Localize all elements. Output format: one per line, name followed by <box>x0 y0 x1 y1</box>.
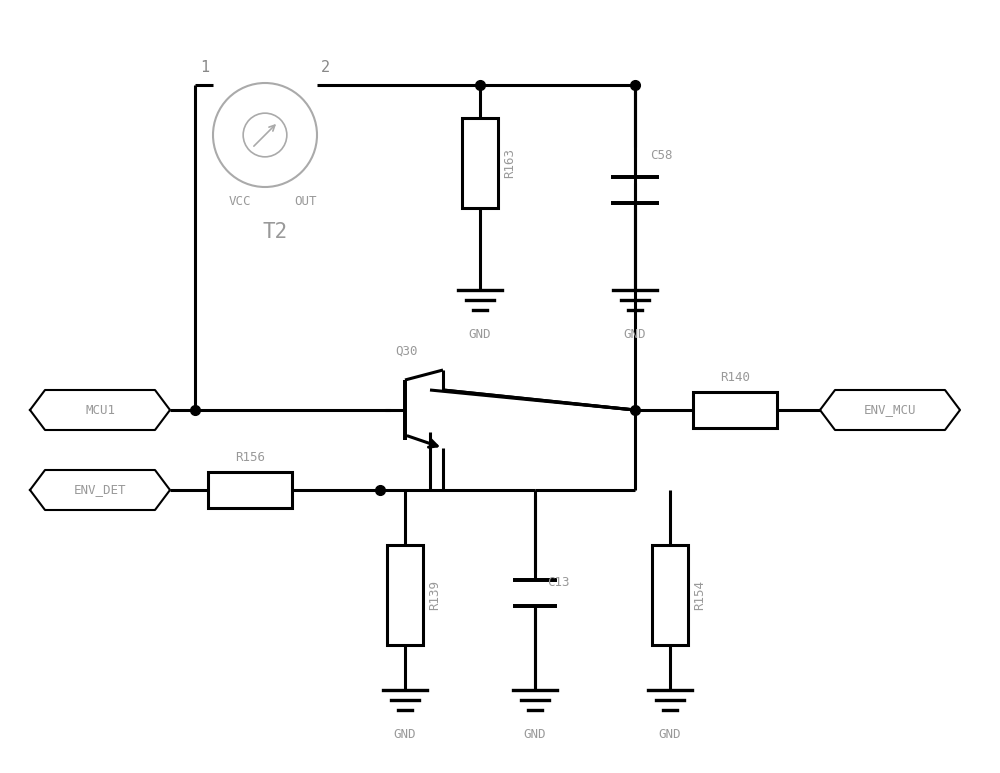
Bar <box>693 392 777 428</box>
Text: ENV_DET: ENV_DET <box>74 483 126 496</box>
Bar <box>652 545 688 645</box>
Text: R156: R156 <box>235 451 265 464</box>
Bar <box>387 545 423 645</box>
Text: OUT: OUT <box>294 195 316 208</box>
Text: R140: R140 <box>720 371 750 384</box>
Text: GND: GND <box>394 728 416 741</box>
Text: Q30: Q30 <box>395 345 418 358</box>
Bar <box>462 118 498 208</box>
Text: 1: 1 <box>200 60 210 75</box>
Text: MCU1: MCU1 <box>85 404 115 417</box>
Text: C58: C58 <box>650 148 672 162</box>
Text: ENV_MCU: ENV_MCU <box>864 404 916 417</box>
Text: VCC: VCC <box>229 195 251 208</box>
Text: C13: C13 <box>547 576 570 588</box>
Text: GND: GND <box>659 728 681 741</box>
Text: GND: GND <box>624 328 646 341</box>
Text: R163: R163 <box>503 148 516 178</box>
Text: T2: T2 <box>262 222 288 242</box>
Text: R139: R139 <box>428 580 441 610</box>
Text: GND: GND <box>524 728 546 741</box>
Text: R154: R154 <box>693 580 706 610</box>
Bar <box>208 472 292 508</box>
Text: 2: 2 <box>320 60 330 75</box>
Text: GND: GND <box>469 328 491 341</box>
